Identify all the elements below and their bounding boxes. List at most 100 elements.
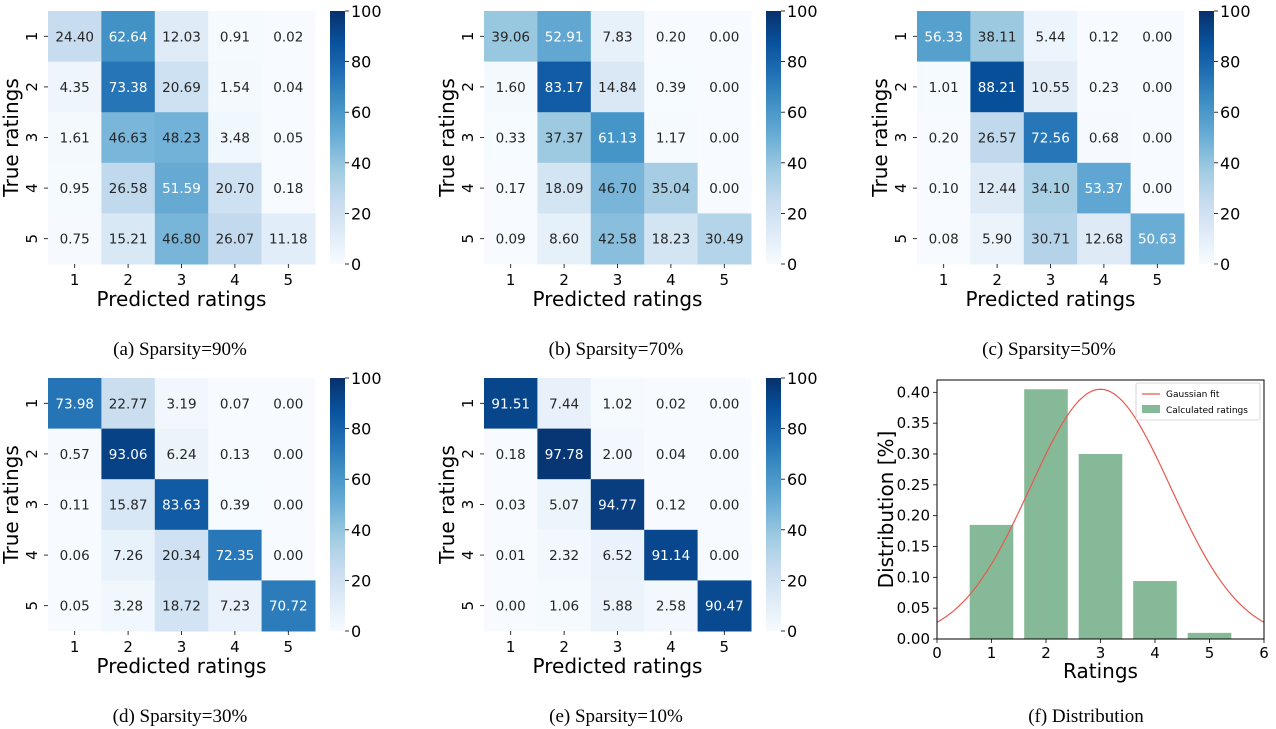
heatmap-cell xyxy=(590,529,645,581)
gaussian-fit-line xyxy=(936,388,1265,623)
heatmap-cell xyxy=(590,580,645,632)
heatmap-cell xyxy=(697,479,752,531)
heatmap-cell xyxy=(484,529,538,581)
heatmap-cell xyxy=(917,162,971,214)
legend: Gaussian fit Calculated ratings xyxy=(1135,382,1261,421)
cell-value-label: 20.70 xyxy=(216,181,255,197)
cell-value-label: 0.07 xyxy=(220,396,250,412)
heatmap-cell xyxy=(590,378,645,430)
x-tick-label: 3 xyxy=(177,638,187,656)
cell-value-label: 91.51 xyxy=(491,396,530,412)
heatmap-cell xyxy=(101,479,156,531)
cell-value-label: 1.60 xyxy=(496,80,526,96)
y-tick-label: 1 xyxy=(892,32,910,42)
x-tick-label: 3 xyxy=(613,638,623,656)
cell-value-label: 0.39 xyxy=(656,80,686,96)
cell-value-label: 30.49 xyxy=(705,232,744,248)
heatmap-panel-e: 91.51 7.44 1.02 0.02 0.00 0.18 97.78 2.00 0.04 0.… xyxy=(435,369,818,727)
cell-value-label: 26.58 xyxy=(109,181,148,197)
heatmap-cell xyxy=(154,529,209,581)
colorbar xyxy=(330,378,345,631)
cell-value-label: 0.12 xyxy=(1089,29,1119,45)
legend-label: Calculated ratings xyxy=(1166,406,1248,416)
x-axis-label: Predicted ratings xyxy=(533,287,703,311)
colorbar-tick-label: 60 xyxy=(351,470,371,489)
x-tick-label: 2 xyxy=(559,638,569,656)
cell-value-label: 3.19 xyxy=(166,396,196,412)
cell-value-label: 18.09 xyxy=(545,181,584,197)
heatmap-cell xyxy=(154,479,209,531)
cell-value-label: 0.00 xyxy=(709,80,739,96)
cell-value-label: 0.11 xyxy=(60,498,90,514)
cell-value-label: 0.95 xyxy=(60,181,90,197)
colorbar-tick-label: 80 xyxy=(1220,53,1240,72)
y-tick-label: 5 xyxy=(892,234,910,244)
y-tick-label: 3 xyxy=(23,500,41,510)
x-tick-label: 2 xyxy=(123,271,133,289)
colorbar-tick-label: 20 xyxy=(787,571,807,590)
x-tick-label: 2 xyxy=(559,271,569,289)
colorbar-tick-label: 100 xyxy=(787,2,818,21)
cell-value-label: 93.06 xyxy=(109,447,148,463)
heatmap-cell xyxy=(970,112,1025,164)
y-tick-label: 0.40 xyxy=(897,383,930,401)
heatmap-cell xyxy=(101,580,156,632)
cell-value-label: 37.37 xyxy=(545,131,584,147)
heatmap-cell xyxy=(101,11,156,63)
y-tick-label: 2 xyxy=(459,82,477,92)
heatmap-cell xyxy=(208,162,263,214)
heatmap-cell xyxy=(590,213,645,265)
cell-value-label: 7.26 xyxy=(113,548,143,564)
y-axis-label: True ratings xyxy=(0,445,23,565)
y-tick-label: 2 xyxy=(892,82,910,92)
cell-value-label: 0.02 xyxy=(656,396,686,412)
y-axis-label: True ratings xyxy=(868,78,892,198)
heatmap-cell xyxy=(101,61,156,113)
cell-value-label: 73.98 xyxy=(55,396,94,412)
heatmap-cell xyxy=(697,213,752,265)
y-tick-label: 3 xyxy=(892,133,910,143)
bar xyxy=(1078,454,1123,639)
cell-value-label: 0.75 xyxy=(60,232,90,248)
heatmap-cell xyxy=(970,213,1025,265)
x-axis-label: Ratings xyxy=(1063,659,1138,683)
heatmap-cell xyxy=(1023,162,1078,214)
heatmap-cell xyxy=(644,580,699,632)
heatmap-cell xyxy=(484,580,538,632)
heatmap-cell xyxy=(48,529,102,581)
colorbar-tick-label: 60 xyxy=(351,103,371,122)
heatmap-cell xyxy=(1077,112,1132,164)
cell-value-label: 0.68 xyxy=(1089,131,1119,147)
cell-value-label: 0.02 xyxy=(273,29,303,45)
colorbar-tick-label: 60 xyxy=(1220,103,1240,122)
x-tick-label: 1 xyxy=(70,271,80,289)
legend-box xyxy=(1135,382,1261,421)
heatmap-cell xyxy=(484,213,538,265)
cell-value-label: 34.10 xyxy=(1031,181,1070,197)
y-tick-label: 1 xyxy=(459,32,477,42)
heatmap-panel-d: 73.98 22.77 3.19 0.07 0.00 0.57 93.06 6.24 0.13 0… xyxy=(0,369,382,727)
heatmap-cell xyxy=(590,162,645,214)
x-axis-label: Predicted ratings xyxy=(97,654,267,678)
heatmap-cell xyxy=(154,378,209,430)
cell-value-label: 4.35 xyxy=(60,80,90,96)
heatmap-cell xyxy=(1130,112,1185,164)
heatmap-cell xyxy=(261,378,316,430)
y-tick-label: 2 xyxy=(459,449,477,459)
heatmap-cell xyxy=(1023,61,1078,113)
x-tick-label: 1 xyxy=(506,638,516,656)
y-tick-label: 5 xyxy=(23,601,41,611)
colorbar xyxy=(1199,11,1214,264)
x-axis-label: Predicted ratings xyxy=(533,654,703,678)
heatmap-cell xyxy=(208,61,263,113)
cell-value-label: 0.57 xyxy=(60,447,90,463)
heatmap-cell xyxy=(154,428,209,480)
panel-caption: (b) Sparsity=70% xyxy=(549,339,684,360)
y-axis-label: Distribution [%] xyxy=(874,431,898,589)
cell-value-label: 0.00 xyxy=(709,548,739,564)
heatmap-cell xyxy=(644,529,699,581)
cell-value-label: 5.44 xyxy=(1035,29,1065,45)
colorbar-tick-label: 20 xyxy=(351,571,371,590)
bar xyxy=(1024,389,1068,639)
cell-value-label: 56.33 xyxy=(924,29,963,45)
